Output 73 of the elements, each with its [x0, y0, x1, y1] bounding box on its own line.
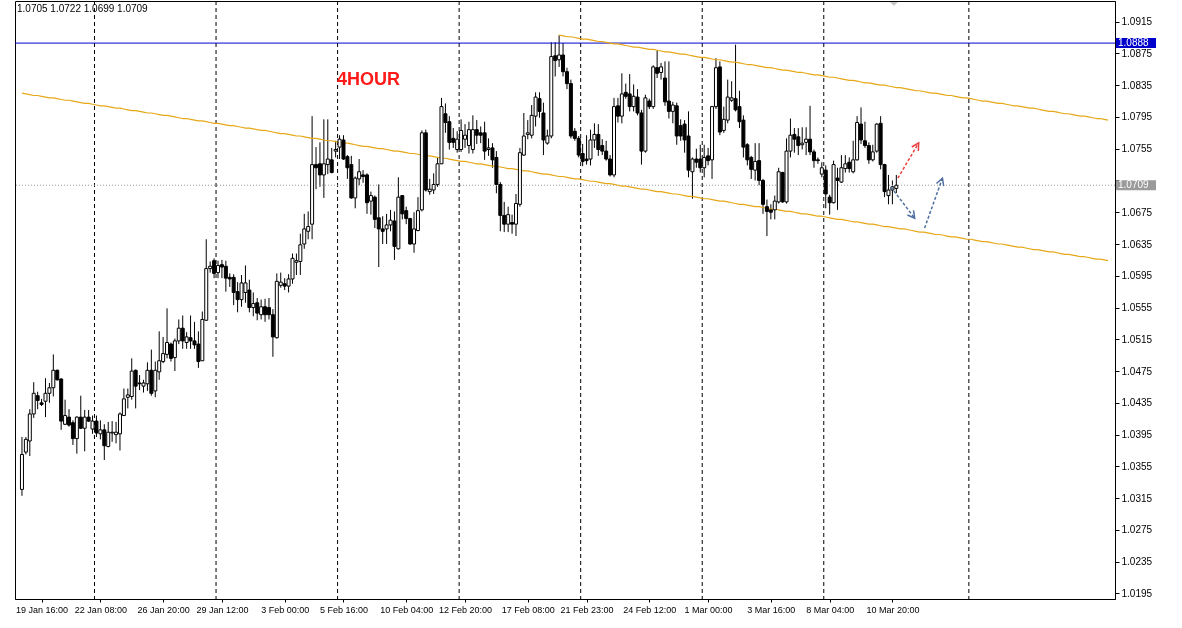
candlestick — [133, 368, 138, 409]
candlestick — [753, 142, 758, 181]
y-tick-label: 1.0555 — [1121, 302, 1153, 314]
candlestick — [694, 148, 699, 169]
candlestick — [165, 307, 170, 359]
x-tick-label: 17 Feb 08:00 — [501, 604, 555, 615]
candlestick — [263, 298, 268, 323]
candlestick — [153, 361, 158, 398]
annotation: 4HOUR — [337, 69, 401, 89]
candlestick — [463, 123, 468, 149]
candlestick — [380, 215, 385, 245]
y-tick-label: 1.0675 — [1121, 206, 1153, 218]
candlestick — [412, 211, 417, 254]
line-series — [558, 34, 1109, 121]
candlestick — [149, 349, 154, 397]
y-tick-label: 1.0515 — [1121, 333, 1153, 345]
candlestick — [74, 415, 79, 455]
candlestick — [376, 183, 381, 268]
candlestick — [796, 127, 801, 156]
line-series — [21, 92, 1109, 262]
x-tick-label: 22 Jan 08:00 — [74, 604, 127, 615]
candlestick — [470, 114, 475, 154]
x-tick-label: 1 Mar 00:00 — [684, 604, 733, 615]
y-tick-label: 1.0275 — [1121, 524, 1153, 536]
x-tick-label: 8 Mar 04:00 — [806, 604, 855, 615]
candlestick — [259, 299, 264, 320]
candlestick — [619, 72, 624, 124]
x-tick-label: 24 Feb 12:00 — [623, 604, 677, 615]
candlestick — [321, 118, 326, 199]
x-tick-label: 19 Jan 16:00 — [16, 604, 69, 615]
candlestick — [584, 134, 589, 166]
x-tick-label: 10 Feb 04:00 — [380, 604, 434, 615]
candlestick — [110, 420, 115, 443]
candlestick — [329, 147, 334, 174]
y-tick-label: 1.0835 — [1121, 79, 1153, 91]
y-tick-label: 1.0195 — [1121, 587, 1153, 599]
y-tick-label: 1.0395 — [1121, 429, 1153, 441]
candlestick — [631, 83, 636, 112]
x-tick-label: 10 Mar 20:00 — [866, 604, 920, 615]
candlestick — [894, 174, 899, 194]
x-tick-label: 21 Feb 23:00 — [560, 604, 614, 615]
ref-line-label: 1.0709 — [1118, 179, 1150, 191]
y-tick-label: 1.0435 — [1121, 397, 1153, 409]
chart-title: 1.0705 1.0722 1.0699 1.0709 — [17, 3, 149, 14]
y-tick-label: 1.0795 — [1121, 111, 1153, 123]
candlestick — [180, 314, 185, 350]
y-tick-label: 1.0755 — [1121, 143, 1153, 155]
ref-line-label: 1.0888 — [1118, 37, 1150, 49]
y-tick-label: 1.0595 — [1121, 270, 1153, 282]
y-tick-label: 1.0235 — [1121, 556, 1153, 568]
candlestick — [251, 291, 256, 317]
y-tick-label: 1.0315 — [1121, 492, 1153, 504]
x-tick-label: 3 Mar 16:00 — [747, 604, 796, 615]
candlestick — [384, 213, 389, 245]
candlestick — [102, 423, 107, 461]
candlestick — [506, 206, 511, 233]
x-tick-label: 12 Feb 20:00 — [438, 604, 493, 615]
y-tick-label: 1.0915 — [1121, 16, 1153, 28]
candlestick — [317, 141, 322, 188]
y-tick-label: 1.0875 — [1121, 47, 1153, 59]
x-tick-label: 26 Jan 20:00 — [137, 604, 190, 615]
y-tick-label: 1.0475 — [1121, 365, 1153, 377]
y-tick-label: 1.0635 — [1121, 238, 1153, 250]
candlestick — [835, 167, 840, 211]
candlestick — [223, 260, 228, 293]
candlestick — [82, 409, 87, 452]
x-tick-label: 29 Jan 12:00 — [196, 604, 249, 615]
x-tick-label: 5 Feb 16:00 — [319, 604, 368, 615]
candlestick — [666, 60, 671, 120]
candlestick — [466, 121, 471, 154]
candlestick — [804, 126, 809, 156]
x-tick-label: 3 Feb 00:00 — [261, 604, 310, 615]
y-tick-label: 1.0355 — [1121, 460, 1153, 472]
